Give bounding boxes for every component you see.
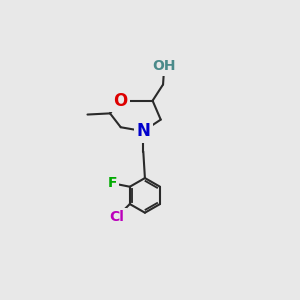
- Text: F: F: [108, 176, 117, 190]
- Text: O: O: [113, 92, 127, 110]
- Text: Cl: Cl: [110, 210, 124, 224]
- Text: N: N: [136, 122, 150, 140]
- Text: OH: OH: [152, 59, 176, 74]
